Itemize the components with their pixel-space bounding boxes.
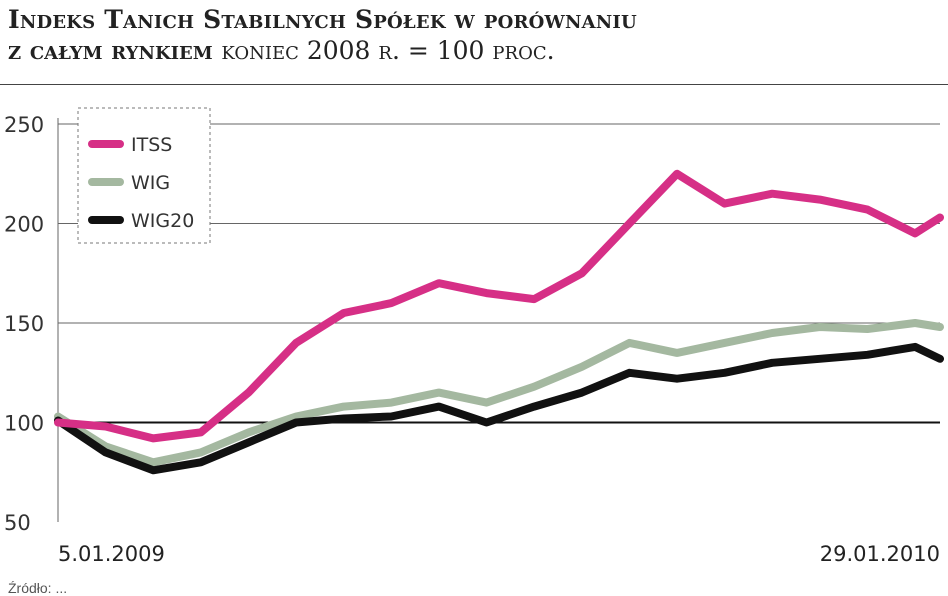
y-tick-label: 150 — [4, 312, 44, 336]
legend-label-wig: WIG — [131, 172, 170, 194]
y-tick-label: 100 — [4, 412, 44, 436]
x-start-label: 5.01.2009 — [58, 542, 165, 566]
y-tick-label: 200 — [4, 213, 44, 237]
title-line-2-bold: z całym rynkiem — [8, 36, 213, 65]
y-tick-label: 250 — [4, 113, 44, 137]
x-end-label: 29.01.2010 — [820, 542, 940, 566]
series-layer — [54, 169, 944, 475]
y-axis: 50 100 150 200 250 — [4, 113, 59, 535]
legend-label-itss: ITSS — [131, 134, 172, 156]
title-line-1: Indeks Tanich Stabilnych Spółek w porówn… — [8, 5, 637, 34]
x-axis-labels: 5.01.2009 29.01.2010 — [58, 542, 940, 566]
chart-title: Indeks Tanich Stabilnych Spółek w porówn… — [8, 4, 938, 66]
title-rule — [0, 84, 948, 85]
legend: ITSS WIG WIG20 — [77, 107, 211, 244]
title-line-2: z całym rynkiem koniec 2008 r. = 100 pro… — [8, 35, 938, 66]
series-line-wig — [54, 319, 944, 467]
source-footer: Źródło: ... — [8, 580, 68, 596]
y-tick-label: 50 — [4, 511, 31, 535]
series-line-wig20 — [54, 342, 944, 475]
title-line-2-rest: koniec 2008 r. = 100 proc. — [221, 36, 555, 65]
legend-label-wig20: WIG20 — [131, 210, 194, 232]
series-line-itss — [54, 169, 944, 443]
